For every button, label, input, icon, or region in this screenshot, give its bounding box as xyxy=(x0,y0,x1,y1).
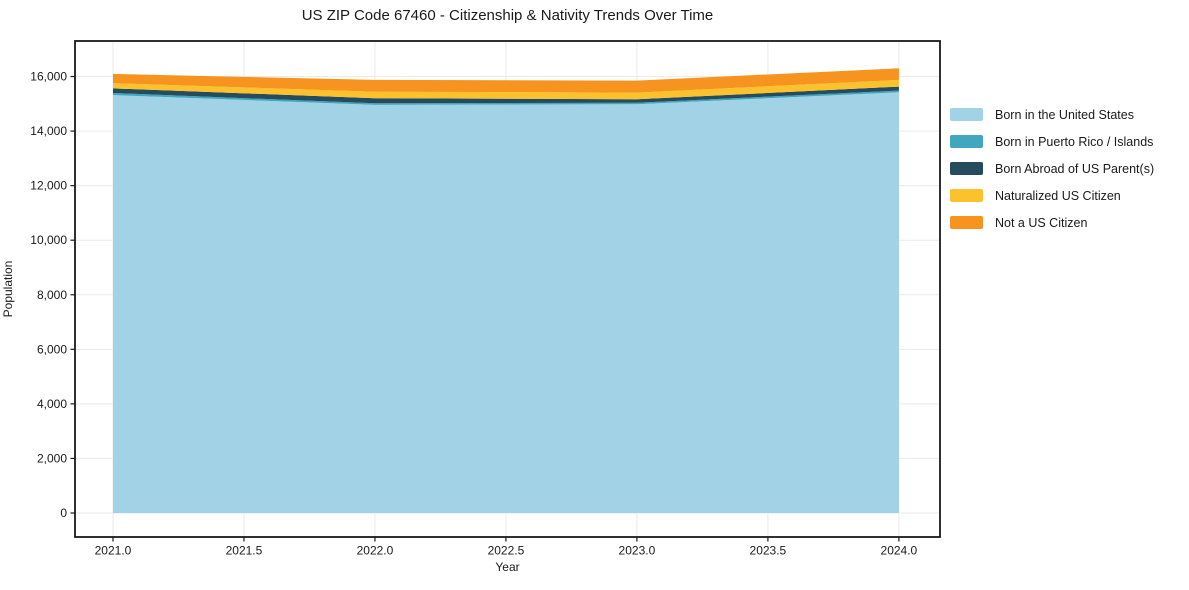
legend-swatch-icon xyxy=(950,135,983,148)
legend-entry-born-in-the-united-states: Born in the United States xyxy=(950,101,1154,128)
legend-swatch-icon xyxy=(950,216,983,229)
legend-swatch-icon xyxy=(950,162,983,175)
y-axis-label: Population xyxy=(1,260,15,318)
y-tick-label: 14,000 xyxy=(30,124,67,138)
legend-swatch-icon xyxy=(950,189,983,202)
legend-swatch-icon xyxy=(950,108,983,121)
area-born-in-the-united-states xyxy=(113,92,899,514)
x-tick-label: 2024.0 xyxy=(881,544,918,558)
x-tick-label: 2021.5 xyxy=(226,544,263,558)
x-tick-label: 2021.0 xyxy=(95,544,132,558)
x-axis-label: Year xyxy=(495,560,520,574)
y-tick-label: 0 xyxy=(60,506,67,520)
legend-entry-not-a-us-citizen: Not a US Citizen xyxy=(950,209,1154,236)
legend-entry-naturalized-us-citizen: Naturalized US Citizen xyxy=(950,182,1154,209)
legend-entry-born-abroad-of-us-parent-s: Born Abroad of US Parent(s) xyxy=(950,155,1154,182)
legend-label: Not a US Citizen xyxy=(995,215,1088,230)
legend-label: Born in Puerto Rico / Islands xyxy=(995,134,1154,149)
y-tick-label: 6,000 xyxy=(37,342,67,356)
legend-entry-born-in-puerto-rico-islands: Born in Puerto Rico / Islands xyxy=(950,128,1154,155)
y-tick-label: 10,000 xyxy=(30,233,67,247)
legend-label: Born in the United States xyxy=(995,107,1134,122)
legend-label: Naturalized US Citizen xyxy=(995,188,1121,203)
y-tick-label: 4,000 xyxy=(37,397,67,411)
x-tick-label: 2023.5 xyxy=(750,544,787,558)
x-tick-label: 2022.5 xyxy=(488,544,525,558)
y-tick-label: 8,000 xyxy=(37,288,67,302)
y-tick-label: 16,000 xyxy=(30,70,67,84)
plot-border xyxy=(74,40,941,538)
legend: Born in the United States Born in Puerto … xyxy=(950,101,1154,236)
y-tick-label: 2,000 xyxy=(37,451,67,465)
area-naturalized-us-citizen xyxy=(113,79,899,100)
x-tick-label: 2022.0 xyxy=(357,544,394,558)
area-not-a-us-citizen xyxy=(113,68,899,93)
y-tick-label: 12,000 xyxy=(30,179,67,193)
x-tick-label: 2023.0 xyxy=(619,544,656,558)
area-born-in-puerto-rico-islands xyxy=(113,90,899,105)
chart-title: US ZIP Code 67460 - Citizenship & Nativi… xyxy=(301,7,714,24)
area-born-abroad-of-us-parent-s xyxy=(113,86,899,104)
legend-label: Born Abroad of US Parent(s) xyxy=(995,161,1155,176)
